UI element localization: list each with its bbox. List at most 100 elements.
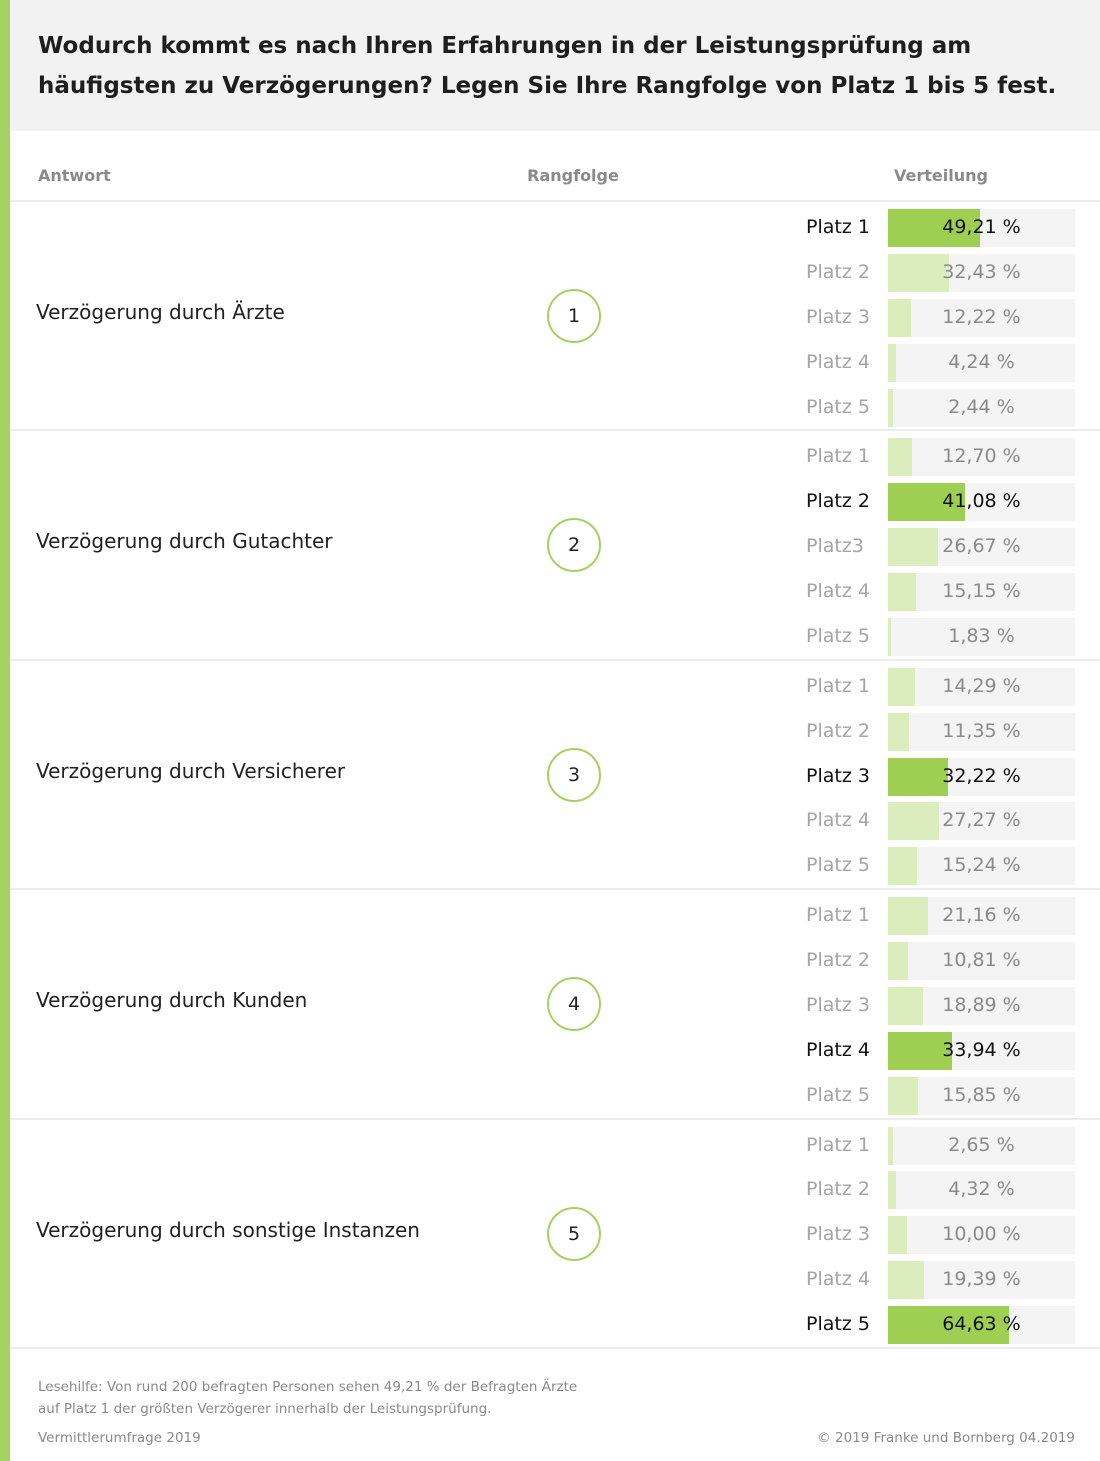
bar-track: 64,63 % xyxy=(888,1306,1075,1345)
answer-label: Verzögerung durch sonstige Instanzen xyxy=(36,1217,420,1242)
distribution-row: Platz 5 64,63 % xyxy=(0,1306,1100,1345)
column-header-rank: Rangfolge xyxy=(527,166,619,185)
bar-track: 12,22 % xyxy=(888,298,1075,337)
answer-group: Verzögerung durch sonstige Instanzen 5 Pla… xyxy=(0,1119,1100,1348)
bar-value-label: 2,44 % xyxy=(948,395,1015,418)
bar-value-label: 14,29 % xyxy=(942,674,1021,697)
answer-group: Verzögerung durch Gutachter 2 Platz 1 12,70… xyxy=(0,430,1100,659)
place-label: Platz 1 xyxy=(806,445,870,468)
distribution-row: Platz 3 12,22 % xyxy=(0,298,1100,337)
rank-badge: 4 xyxy=(547,977,601,1032)
bar xyxy=(888,712,910,751)
answer-label: Verzögerung durch Ärzte xyxy=(36,300,285,324)
bar-value-label: 15,15 % xyxy=(942,580,1021,603)
place-label: Platz 2 xyxy=(806,260,870,283)
place-label: Platz 1 xyxy=(806,216,870,238)
bar-value-label: 4,32 % xyxy=(948,1178,1015,1201)
distribution-row: Platz 5 1,83 % xyxy=(0,617,1100,656)
distribution-row: Platz 2 32,43 % xyxy=(0,253,1100,292)
bar xyxy=(888,617,892,656)
rank-badge: 3 xyxy=(547,747,601,802)
bar-value-label: 15,24 % xyxy=(942,854,1021,877)
bar-value-label: 12,70 % xyxy=(942,445,1021,468)
distribution-row: Platz 1 21,16 % xyxy=(0,897,1100,936)
distribution-row: Platz 1 12,70 % xyxy=(0,438,1100,477)
title-box: Wodurch kommt es nach Ihren Erfahrungen … xyxy=(10,0,1100,131)
bar-value-label: 11,35 % xyxy=(942,719,1021,742)
header-divider xyxy=(10,200,1100,202)
bar-track: 15,24 % xyxy=(888,847,1075,886)
bar-track: 10,00 % xyxy=(888,1216,1075,1255)
rank-badge: 1 xyxy=(547,289,601,343)
bar xyxy=(888,942,909,981)
place-label: Platz 1 xyxy=(806,904,870,927)
accent-bar xyxy=(0,0,10,1461)
bar-value-label: 1,83 % xyxy=(948,624,1015,647)
bar xyxy=(888,1171,897,1210)
bar-track: 12,70 % xyxy=(888,438,1075,477)
bar xyxy=(888,1216,907,1255)
bar-value-label: 15,85 % xyxy=(942,1083,1021,1106)
bar xyxy=(888,573,917,612)
bar-value-label: 21,16 % xyxy=(942,904,1021,927)
bar-track: 15,15 % xyxy=(888,573,1075,612)
reading-aid-note: Lesehilfe: Von rund 200 befragten Person… xyxy=(38,1379,578,1417)
bar-value-label: 10,81 % xyxy=(942,949,1021,972)
bar xyxy=(888,1306,1009,1345)
distribution-row: Platz 2 41,08 % xyxy=(0,483,1100,522)
bar-value-label: 2,65 % xyxy=(948,1133,1015,1156)
group-divider xyxy=(10,1347,1100,1349)
group-divider xyxy=(10,1117,1100,1120)
bar-value-label: 19,39 % xyxy=(942,1268,1021,1291)
bar-value-label: 4,24 % xyxy=(948,350,1015,373)
chart-title: Wodurch kommt es nach Ihren Erfahrungen … xyxy=(38,33,1057,99)
place-label: Platz 4 xyxy=(806,580,870,603)
bar-track: 19,39 % xyxy=(888,1261,1075,1300)
place-label: Platz 4 xyxy=(806,1038,870,1061)
distribution-row: Platz 3 18,89 % xyxy=(0,986,1100,1025)
bar-value-label: 26,67 % xyxy=(942,535,1021,558)
place-label: Platz 4 xyxy=(806,1268,870,1291)
distribution-row: Platz 5 15,85 % xyxy=(0,1076,1100,1115)
bar xyxy=(888,1031,952,1070)
distribution-row: Platz 4 4,24 % xyxy=(0,343,1100,382)
place-label: Platz 4 xyxy=(806,809,870,832)
rank-badge: 5 xyxy=(547,1206,601,1261)
distribution-row: Platz 2 11,35 % xyxy=(0,712,1100,751)
bar-track: 32,43 % xyxy=(888,253,1075,292)
answer-group: Verzögerung durch Kunden 4 Platz 1 21,16 % P… xyxy=(0,889,1100,1118)
bar-value-label: 10,00 % xyxy=(942,1223,1021,1246)
bar-track: 14,29 % xyxy=(888,667,1075,706)
bar xyxy=(888,438,912,477)
bar-value-label: 33,94 % xyxy=(942,1038,1021,1061)
bar-track: 33,94 % xyxy=(888,1031,1075,1070)
place-label: Platz 1 xyxy=(806,674,870,697)
place-label: Platz 3 xyxy=(806,764,870,787)
bar-value-label: 32,22 % xyxy=(942,764,1021,787)
bar-value-label: 18,89 % xyxy=(942,993,1021,1016)
bar-value-label: 27,27 % xyxy=(942,809,1021,832)
bar-track: 11,35 % xyxy=(888,712,1075,751)
answer-label: Verzögerung durch Kunden xyxy=(36,988,308,1013)
group-divider xyxy=(10,429,1100,432)
bar xyxy=(888,483,965,522)
bar xyxy=(888,986,924,1025)
bar xyxy=(888,1261,925,1300)
distribution-row: Platz3 26,67 % xyxy=(0,528,1100,567)
bar xyxy=(888,1076,918,1115)
bar xyxy=(888,528,938,567)
answer-label: Verzögerung durch Gutachter xyxy=(36,529,333,554)
bar-track: 41,08 % xyxy=(888,483,1075,522)
bar xyxy=(888,1126,893,1165)
place-label: Platz 2 xyxy=(806,719,870,742)
place-label: Platz 5 xyxy=(806,624,870,647)
distribution-row: Platz 5 15,24 % xyxy=(0,847,1100,886)
place-label: Platz 3 xyxy=(806,305,870,328)
bar xyxy=(888,667,915,706)
group-divider xyxy=(10,658,1100,661)
distribution-row: Platz 1 14,29 % xyxy=(0,667,1100,706)
bar-value-label: 49,21 % xyxy=(942,216,1021,238)
bar xyxy=(888,897,928,936)
distribution-row: Platz 3 10,00 % xyxy=(0,1216,1100,1255)
distribution-row: Platz 3 32,22 % xyxy=(0,757,1100,796)
